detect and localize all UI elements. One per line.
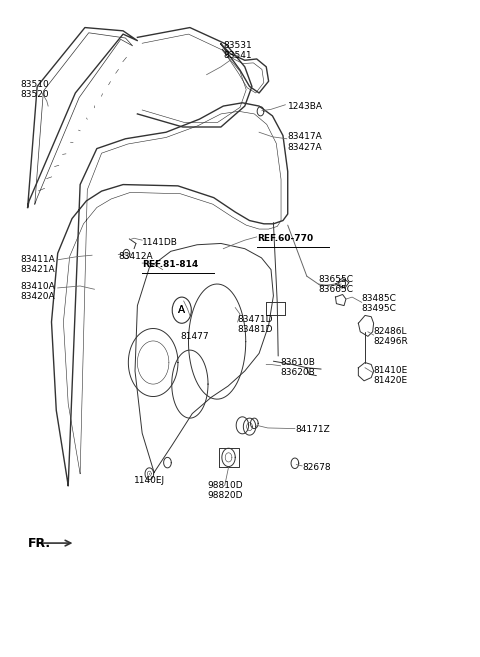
Text: 83510
83520: 83510 83520 bbox=[21, 80, 49, 99]
Text: A: A bbox=[178, 306, 185, 315]
Text: 82678: 82678 bbox=[302, 463, 331, 472]
Text: 83412A: 83412A bbox=[118, 252, 153, 261]
Text: 83410A
83420A: 83410A 83420A bbox=[21, 281, 55, 301]
Text: 1243BA: 1243BA bbox=[288, 102, 323, 110]
Text: 83531
83541: 83531 83541 bbox=[223, 41, 252, 60]
Text: A: A bbox=[178, 306, 185, 315]
Text: 98810D
98820D: 98810D 98820D bbox=[207, 481, 242, 501]
Text: 1141DB: 1141DB bbox=[142, 238, 178, 246]
Text: 83471D
83481D: 83471D 83481D bbox=[238, 315, 273, 334]
Text: 1140EJ: 1140EJ bbox=[134, 476, 165, 485]
Text: REF.60-770: REF.60-770 bbox=[257, 234, 313, 242]
Text: REF.81-814: REF.81-814 bbox=[142, 260, 198, 269]
Text: 84171Z: 84171Z bbox=[295, 425, 330, 434]
Text: 82486L
82496R: 82486L 82496R bbox=[373, 327, 408, 346]
Text: 81410E
81420E: 81410E 81420E bbox=[373, 366, 408, 385]
Text: 83655C
83665C: 83655C 83665C bbox=[319, 275, 354, 294]
Text: 83411A
83421A: 83411A 83421A bbox=[21, 255, 55, 274]
Text: 83610B
83620B: 83610B 83620B bbox=[281, 358, 315, 378]
Text: FR.: FR. bbox=[28, 537, 51, 550]
Text: 83417A
83427A: 83417A 83427A bbox=[288, 132, 323, 152]
Text: 81477: 81477 bbox=[180, 332, 209, 341]
Text: 83485C
83495C: 83485C 83495C bbox=[362, 294, 396, 313]
